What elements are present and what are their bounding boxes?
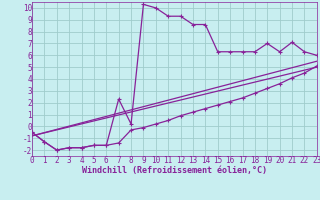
X-axis label: Windchill (Refroidissement éolien,°C): Windchill (Refroidissement éolien,°C) <box>82 166 267 175</box>
